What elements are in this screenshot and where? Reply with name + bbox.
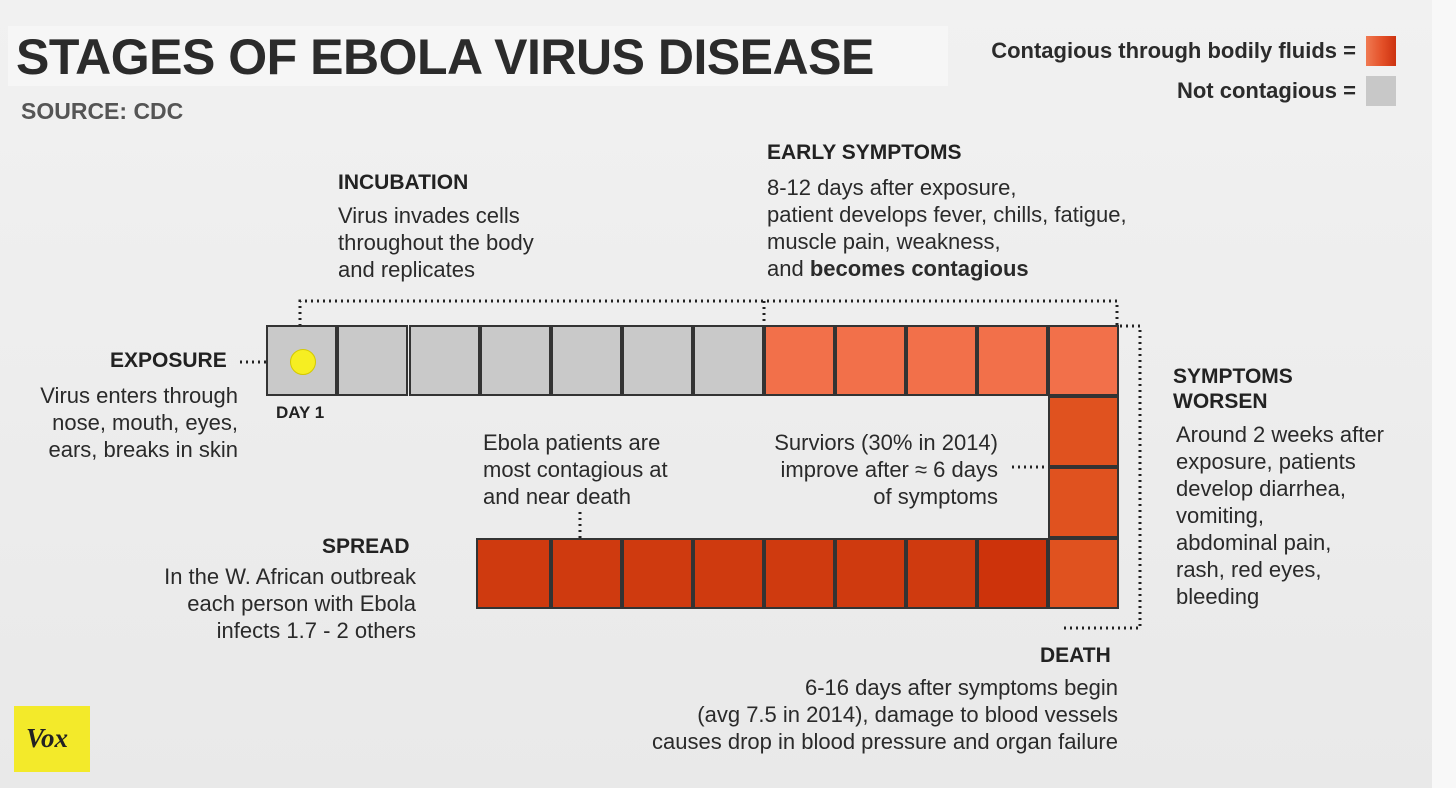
timeline-cell: [480, 325, 551, 396]
timeline-cell: [835, 538, 906, 609]
spread-text: In the W. African outbreak each person w…: [164, 564, 416, 643]
symptoms-worsen-text: Around 2 weeks after exposure, patients …: [1176, 422, 1384, 609]
title-banner: [8, 26, 948, 86]
exposure-text: Virus enters through nose, mouth, eyes, …: [40, 383, 238, 462]
timeline-cell: [693, 325, 764, 396]
timeline-cell: [1048, 467, 1119, 538]
most-contagious-note: Ebola patients are most contagious at an…: [483, 430, 668, 509]
legend-contagious-swatch: [1366, 36, 1396, 66]
timeline-cell: [622, 325, 693, 396]
right-edge: [1432, 0, 1456, 788]
incubation-label: INCUBATION: [338, 171, 469, 194]
page-title: STAGES OF EBOLA VIRUS DISEASE: [16, 29, 874, 85]
exposure-marker: [290, 349, 316, 375]
timeline-cell: [337, 325, 408, 396]
death-text: 6-16 days after symptoms begin (avg 7.5 …: [652, 675, 1118, 754]
timeline-cell: [622, 538, 693, 609]
timeline-cell: [1048, 325, 1119, 396]
timeline-cell: [764, 325, 835, 396]
exposure-label: EXPOSURE: [110, 349, 227, 372]
vox-logo: Vox: [14, 706, 90, 772]
day-1-label: DAY 1: [276, 403, 325, 422]
source-note: SOURCE: CDC: [21, 98, 184, 124]
early-symptoms-label: EARLY SYMPTOMS: [767, 141, 962, 164]
timeline-cell: [835, 325, 906, 396]
timeline-cell: [409, 325, 480, 396]
early-symptoms-emphasis: becomes contagious: [809, 256, 1029, 281]
timeline-cell: [906, 325, 977, 396]
early-symptoms-body: 8-12 days after exposure, patient develo…: [767, 175, 1127, 281]
spread-label: SPREAD: [322, 535, 410, 558]
timeline-cell: [476, 538, 551, 609]
vox-logo-text: Vox: [26, 723, 69, 753]
legend-contagious-label: Contagious through bodily fluids =: [991, 38, 1356, 63]
legend-not-contagious-label: Not contagious =: [1176, 78, 1356, 103]
survivors-note: Surviors (30% in 2014) improve after ≈ 6…: [774, 430, 998, 509]
legend-not-contagious: Not contagious =: [1177, 76, 1396, 106]
timeline-cell: [764, 538, 835, 609]
symptoms-worsen-label: SYMPTOMS WORSEN: [1173, 365, 1293, 413]
incubation-text: Virus invades cells throughout the body …: [338, 203, 534, 282]
timeline-cell: [1048, 396, 1119, 467]
timeline-cell: [906, 538, 977, 609]
timeline-cell: [551, 325, 622, 396]
death-bracket: [1060, 324, 1142, 630]
early-symptoms-text: 8-12 days after exposure, patient develo…: [767, 174, 1127, 282]
timeline-cell: [1048, 538, 1119, 609]
timeline-cell: [977, 538, 1048, 609]
timeline-cell: [977, 325, 1048, 396]
death-label: DEATH: [1040, 644, 1111, 667]
timeline-cell: [693, 538, 764, 609]
timeline-cell: [551, 538, 622, 609]
legend-not-contagious-swatch: [1366, 76, 1396, 106]
legend-contagious: Contagious through bodily fluids =: [991, 36, 1396, 66]
